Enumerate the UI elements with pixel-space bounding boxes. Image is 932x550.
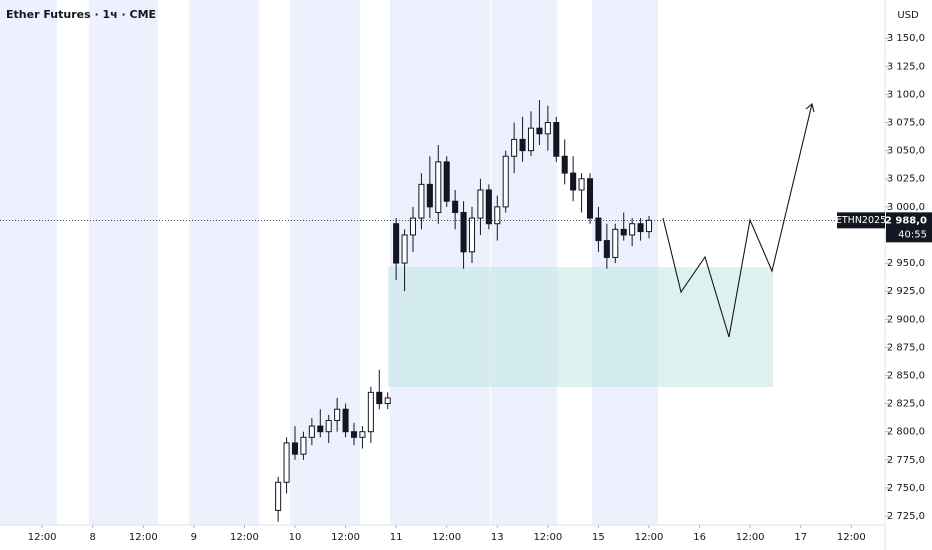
y-tick-label: 2 775,0: [887, 455, 925, 466]
chart-title: Ether Futures · 1ч · CME: [6, 8, 156, 21]
candle-body: [393, 223, 400, 264]
candle-body: [435, 161, 442, 213]
y-tick-label: 2 900,0: [887, 314, 925, 325]
candle-body: [291, 442, 299, 455]
candle-body: [367, 391, 374, 433]
y-tick-label: 2 725,0: [887, 511, 925, 522]
candle-body: [519, 138, 526, 152]
candle-body: [342, 408, 349, 433]
x-tick-label: 12:00: [129, 532, 158, 543]
projection-arrowhead: [805, 103, 815, 113]
x-tick-label: 12:00: [837, 532, 866, 543]
candle-body: [502, 155, 509, 208]
symbol-tag: [837, 212, 885, 229]
candle-body: [536, 127, 543, 135]
candle-body: [570, 172, 577, 191]
x-tick-label: 10: [289, 532, 302, 543]
candle-body: [561, 155, 568, 174]
candle-body: [460, 211, 467, 253]
candle-body: [468, 217, 476, 253]
candle-body: [645, 219, 653, 233]
candle-body: [527, 127, 535, 152]
session-bands: [0, 0, 658, 525]
y-tick-label: 2 950,0: [887, 258, 925, 269]
demand-zone: [388, 267, 773, 387]
x-tick-label: 12:00: [432, 532, 461, 543]
last-price-label: 2 988,0: [885, 215, 927, 226]
candle-body: [350, 431, 358, 438]
x-tick-label: 12:00: [230, 532, 259, 543]
candle-body: [376, 391, 383, 405]
candle-body: [443, 161, 450, 202]
x-tick-label: 12:00: [28, 532, 57, 543]
countdown-label: 40:55: [898, 229, 927, 240]
x-tick-label: 8: [90, 532, 96, 543]
y-tick-label: 3 150,0: [887, 33, 925, 44]
x-tick-label: 12:00: [331, 532, 360, 543]
candle-body: [325, 419, 332, 433]
currency-label: USD: [897, 10, 919, 21]
candle-body: [275, 481, 282, 511]
y-tick-label: 3 125,0: [887, 61, 925, 72]
candle-body: [629, 223, 636, 236]
price-tag: [886, 212, 932, 243]
candle-body: [300, 436, 307, 455]
x-tick-label: 11: [390, 532, 403, 543]
candle-body: [359, 431, 366, 438]
x-tick-label: 12:00: [736, 532, 765, 543]
y-tick-label: 3 025,0: [887, 174, 925, 185]
candle-body: [334, 408, 341, 421]
session-band: [592, 0, 658, 525]
y-tick-label: 3 050,0: [887, 146, 925, 157]
y-tick-label: 3 000,0: [887, 202, 925, 213]
y-tick-label: 2 750,0: [887, 483, 925, 494]
session-band: [189, 0, 259, 525]
x-tick-label: 15: [592, 532, 605, 543]
plot: [275, 100, 653, 522]
candle-body: [578, 178, 585, 191]
candle-body: [452, 200, 459, 213]
candle-body: [401, 234, 408, 264]
candle-body: [409, 217, 417, 236]
y-tick-label: 2 800,0: [887, 427, 925, 438]
candle-body: [426, 183, 433, 208]
candle-body: [612, 228, 619, 258]
candle-body: [477, 189, 484, 219]
session-band: [89, 0, 158, 525]
y-tick-label: 2 925,0: [887, 286, 925, 297]
x-tick-label: 12:00: [533, 532, 562, 543]
y-tick-label: 2 850,0: [887, 370, 925, 381]
x-tick-label: 12:00: [635, 532, 664, 543]
candle-body: [485, 189, 492, 225]
candle-body: [603, 240, 610, 258]
x-tick-label: 9: [191, 532, 197, 543]
candle-body: [620, 228, 627, 236]
y-tick-label: 3 100,0: [887, 89, 925, 100]
y-tick-label: 3 075,0: [887, 118, 925, 129]
x-tick-label: 16: [693, 532, 706, 543]
x-tick-label: 13: [491, 532, 504, 543]
candle-body: [553, 122, 560, 157]
candle-body: [595, 217, 602, 242]
symbol-label: ETHN2025: [836, 215, 886, 226]
candle-body: [283, 442, 290, 483]
candle-body: [494, 206, 501, 225]
x-tick-label: 17: [794, 532, 807, 543]
candle-body: [586, 178, 594, 219]
candle-body: [418, 183, 425, 219]
candle-body: [511, 138, 518, 157]
candle-body: [308, 425, 315, 438]
candle-body: [384, 397, 391, 405]
projection-path: [662, 103, 813, 338]
candle-body: [637, 223, 644, 233]
candle-body: [317, 425, 324, 433]
y-tick-label: 2 825,0: [887, 399, 925, 410]
session-band: [491, 0, 557, 525]
y-tick-label: 2 875,0: [887, 342, 925, 353]
candle-body: [544, 122, 551, 135]
session-band: [0, 0, 57, 525]
